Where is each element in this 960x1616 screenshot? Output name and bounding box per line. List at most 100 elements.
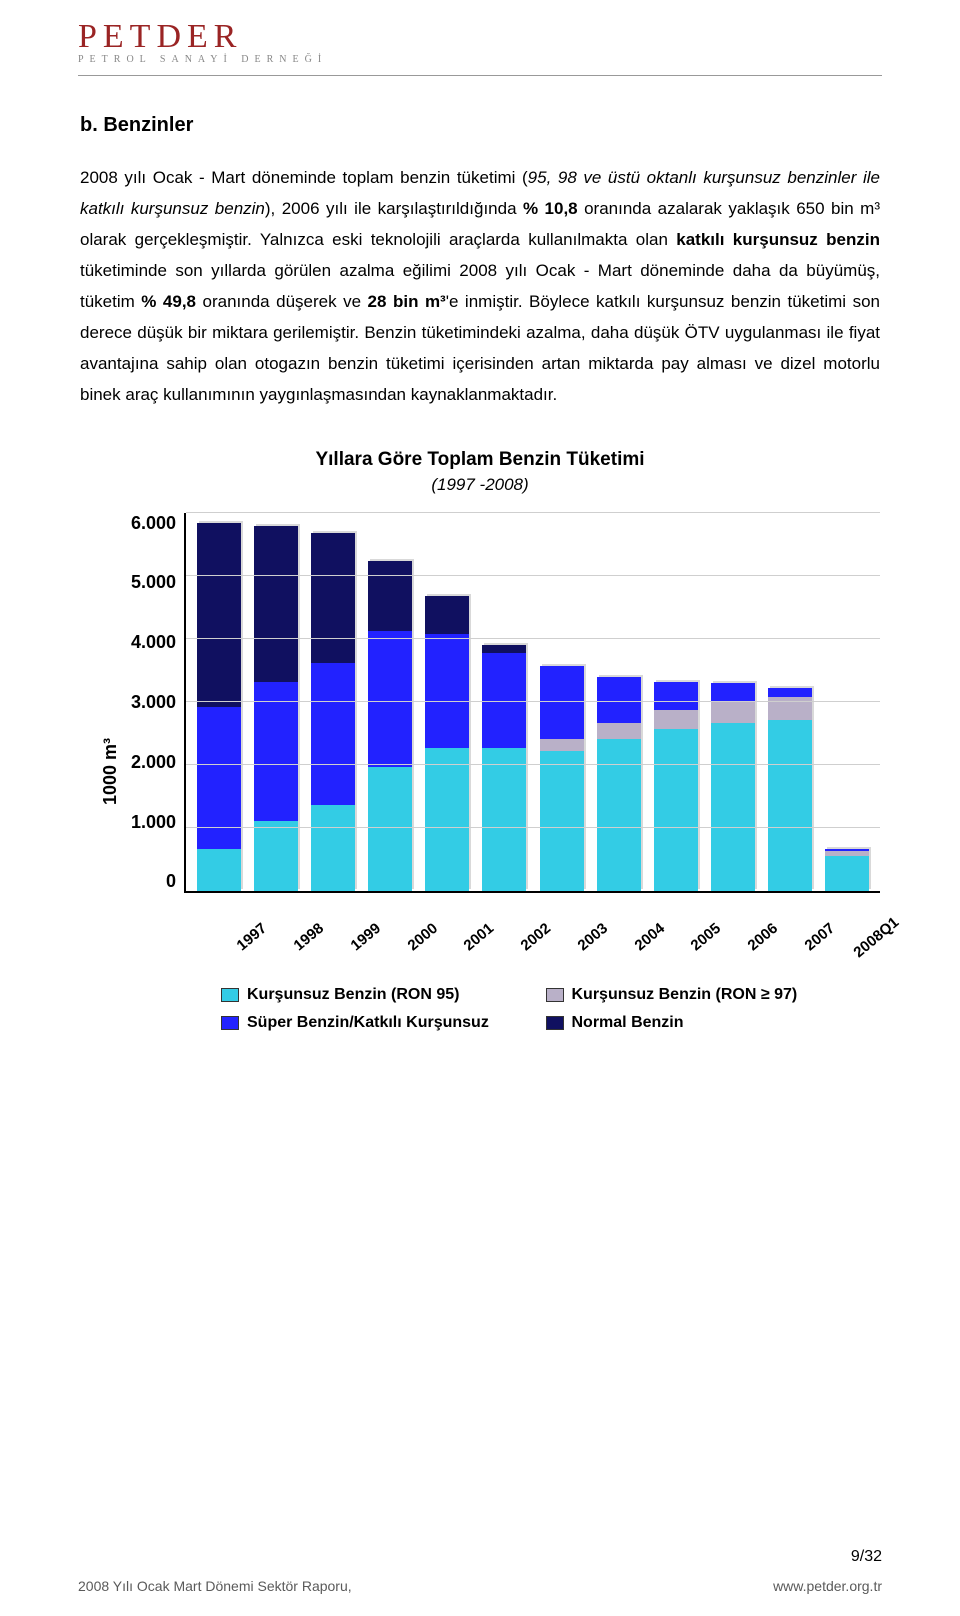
chart-bar-segment xyxy=(540,751,584,890)
chart-bar xyxy=(254,526,298,890)
chart-legend-swatch xyxy=(546,1016,564,1030)
logo-main: PETDER xyxy=(78,18,960,56)
chart-bar-segment xyxy=(425,748,469,891)
chart-bars-area xyxy=(184,513,880,893)
chart-bar-segment xyxy=(711,723,755,891)
text-bold: katkılı kurşunsuz benzin xyxy=(676,230,880,249)
body-paragraph: 2008 yılı Ocak - Mart döneminde toplam b… xyxy=(80,163,880,411)
chart-gridline xyxy=(186,827,880,828)
chart-bar-segment xyxy=(254,526,298,681)
text-bold: % 49,8 xyxy=(141,292,196,311)
chart-y-axis-label: 1000 m³ xyxy=(100,738,121,805)
chart-plot: 6.000 5.000 4.000 3.000 2.000 1.000 0 xyxy=(131,513,880,893)
chart-bar-segment xyxy=(768,720,812,891)
section-heading: b. Benzinler xyxy=(80,114,880,137)
chart-legend-label: Kurşunsuz Benzin (RON 95) xyxy=(247,986,459,1004)
chart-subtitle: (1997 -2008) xyxy=(80,475,880,495)
chart-wrap: 1000 m³ 6.0005.0004.0003.0002.0001.0000 … xyxy=(80,513,880,1032)
chart-bar xyxy=(368,561,412,890)
chart-gridline xyxy=(186,575,880,576)
chart-x-tick: 2002 xyxy=(495,903,554,961)
chart-bar xyxy=(825,849,869,890)
chart-bar-segment xyxy=(368,561,412,631)
chart-x-tick: 2005 xyxy=(666,903,725,961)
chart-bar-segment xyxy=(711,702,755,722)
chart-x-tick: 2004 xyxy=(609,903,668,961)
logo-subtitle: PETROL SANAYİ DERNEĞİ xyxy=(78,54,960,65)
chart-legend: Kurşunsuz Benzin (RON 95) Kurşunsuz Benzi… xyxy=(221,986,840,1032)
chart-bar-segment xyxy=(825,856,869,891)
chart-gridline xyxy=(186,764,880,765)
footer-right: www.petder.org.tr xyxy=(773,1578,882,1594)
chart-y-tick: 3.000 xyxy=(131,692,176,713)
chart-bar-segment xyxy=(311,533,355,663)
text-bold: 28 bin m³ xyxy=(368,292,446,311)
chart-x-tick: 1999 xyxy=(325,903,384,961)
chart-bar xyxy=(597,677,641,890)
chart-x-tick: 2001 xyxy=(439,903,498,961)
chart-bar-segment xyxy=(540,666,584,739)
chart-legend-label: Normal Benzin xyxy=(572,1014,684,1032)
chart-x-tick: 2000 xyxy=(382,903,441,961)
chart-legend-swatch xyxy=(221,1016,239,1030)
chart-bar-segment xyxy=(597,739,641,891)
chart-legend-item: Kurşunsuz Benzin (RON 95) xyxy=(221,986,516,1004)
chart-bar xyxy=(540,666,584,891)
footer-left: 2008 Yılı Ocak Mart Dönemi Sektör Raporu… xyxy=(78,1578,352,1594)
chart-bar-segment xyxy=(197,707,241,850)
chart-bar xyxy=(768,688,812,891)
chart-bar-segment xyxy=(311,805,355,891)
chart-bar-segment xyxy=(254,682,298,821)
chart-bar xyxy=(197,523,241,890)
chart-gridline xyxy=(186,638,880,639)
text-bold: % 10,8 xyxy=(523,199,578,218)
chart-block: Yıllara Göre Toplam Benzin Tüketimi (199… xyxy=(80,449,880,1032)
chart-y-tick: 4.000 xyxy=(131,632,176,653)
chart-gridline xyxy=(186,512,880,513)
chart-title: Yıllara Göre Toplam Benzin Tüketimi xyxy=(80,449,880,471)
text-run: ), 2006 yılı ile karşılaştırıldığında xyxy=(265,199,523,218)
chart-bar-segment xyxy=(197,523,241,707)
chart-bar xyxy=(311,533,355,891)
chart-legend-swatch xyxy=(221,988,239,1002)
chart-bar xyxy=(654,682,698,891)
chart-bar-segment xyxy=(654,710,698,729)
chart-bar xyxy=(482,645,526,890)
chart-bar-segment xyxy=(425,596,469,634)
text-run: oranında düşerek ve xyxy=(196,292,368,311)
chart-bar-segment xyxy=(540,739,584,752)
chart-bar-segment xyxy=(368,767,412,891)
chart-legend-label: Süper Benzin/Katkılı Kurşunsuz xyxy=(247,1014,489,1032)
chart-x-tick: 2007 xyxy=(779,903,838,961)
page-footer: 2008 Yılı Ocak Mart Dönemi Sektör Raporu… xyxy=(78,1578,882,1594)
chart-bar-segment xyxy=(482,645,526,653)
chart-bar-segment xyxy=(368,631,412,767)
chart-y-tick: 2.000 xyxy=(131,752,176,773)
content-area: b. Benzinler 2008 yılı Ocak - Mart dönem… xyxy=(0,76,960,1032)
chart-bar-segment xyxy=(425,634,469,748)
chart-y-axis: 6.000 5.000 4.000 3.000 2.000 1.000 0 xyxy=(131,513,184,893)
chart-bar-segment xyxy=(482,748,526,891)
chart-x-tick: 2006 xyxy=(722,903,781,961)
chart-legend-swatch xyxy=(546,988,564,1002)
chart-bar xyxy=(711,683,755,890)
chart-bar-segment xyxy=(197,849,241,890)
chart-x-tick: 2008Q1 xyxy=(836,903,895,961)
chart-x-tick: 2003 xyxy=(552,903,611,961)
chart-bar-segment xyxy=(254,821,298,891)
chart-bar-segment xyxy=(654,682,698,711)
chart-y-tick: 5.000 xyxy=(131,572,176,593)
chart-y-tick: 0 xyxy=(166,871,176,892)
page-header: PETDER PETROL SANAYİ DERNEĞİ xyxy=(0,0,960,69)
chart-legend-item: Kurşunsuz Benzin (RON ≥ 97) xyxy=(546,986,841,1004)
chart-gridline xyxy=(186,701,880,702)
chart-legend-item: Normal Benzin xyxy=(546,1014,841,1032)
chart-x-tick: 1998 xyxy=(268,903,327,961)
chart-y-tick: 1.000 xyxy=(131,812,176,833)
chart-bars-row xyxy=(186,513,880,891)
chart-bar-segment xyxy=(768,688,812,698)
footer-page-number: 9/32 xyxy=(851,1548,882,1566)
chart-x-axis: 1997199819992000200120022003200420052006… xyxy=(191,893,880,942)
chart-y-tick: 6.000 xyxy=(131,513,176,534)
chart-legend-label: Kurşunsuz Benzin (RON ≥ 97) xyxy=(572,986,798,1004)
